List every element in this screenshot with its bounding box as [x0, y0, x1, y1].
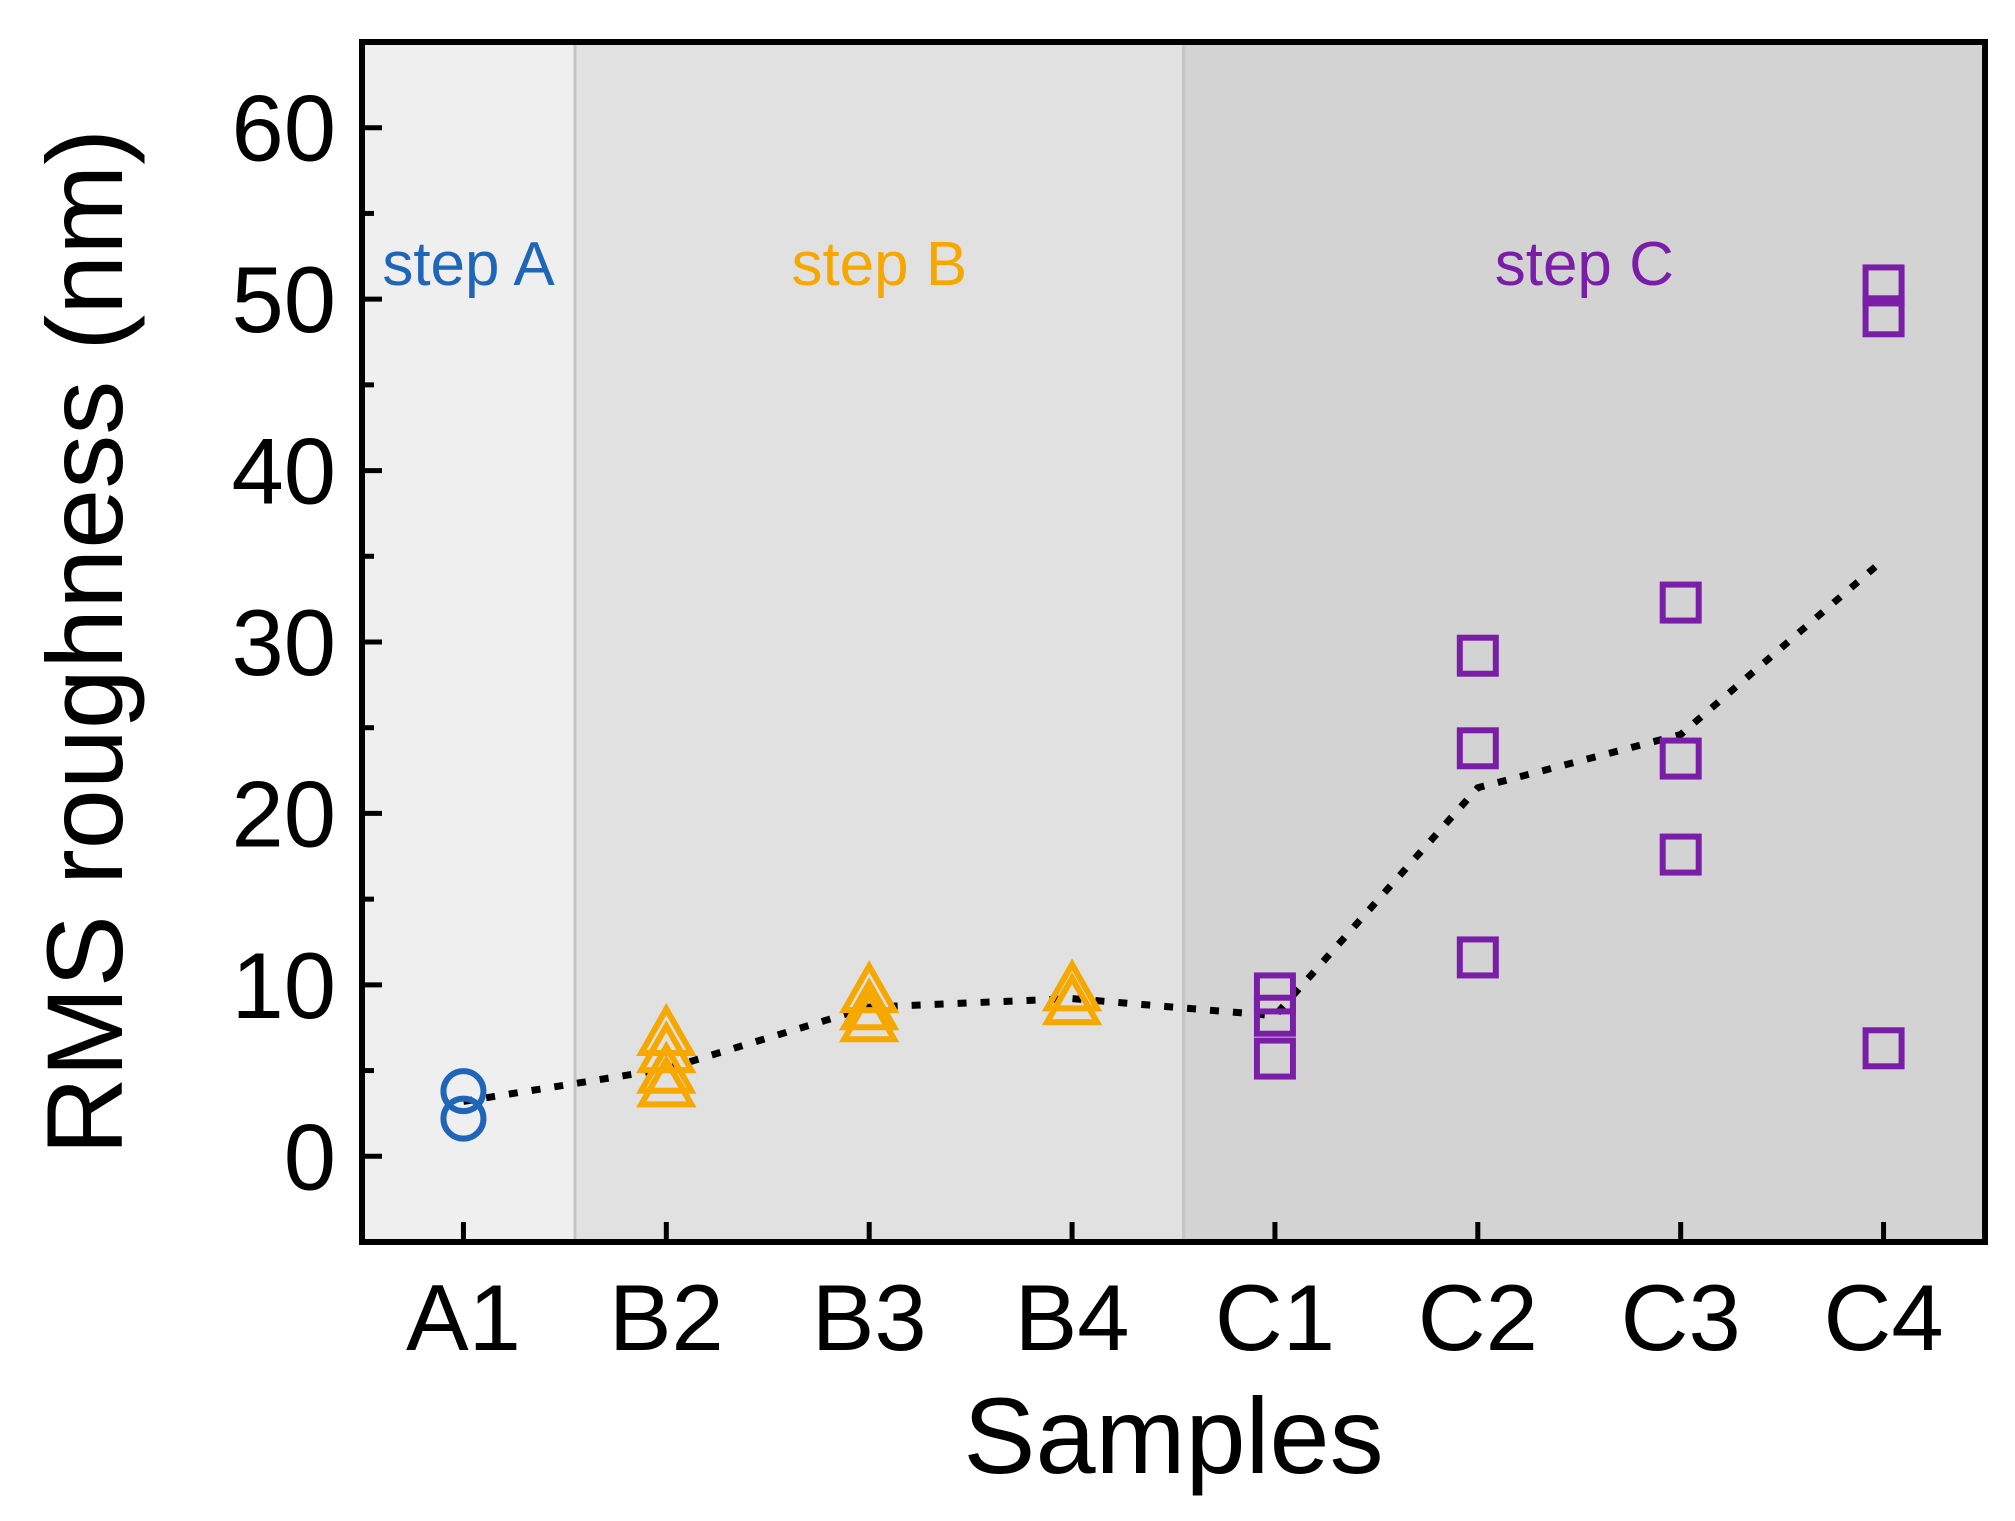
x-tick-label: C1 — [1215, 1265, 1335, 1370]
y-tick-label: 20 — [231, 761, 336, 866]
data-point-triangle — [839, 989, 900, 1043]
data-point-triangle — [636, 1020, 697, 1074]
data-point-triangle — [839, 977, 900, 1031]
data-point-square — [1253, 972, 1296, 1015]
region-bg — [1183, 42, 1985, 1242]
data-point-square — [1862, 295, 1905, 338]
x-tick-label: B3 — [812, 1265, 927, 1370]
data-point-triangle — [839, 960, 900, 1014]
data-point-square — [1253, 1037, 1296, 1080]
data-points — [440, 264, 1905, 1142]
x-tick-label: A1 — [406, 1265, 521, 1370]
x-tick-label: C3 — [1621, 1265, 1741, 1370]
y-tick-label: 60 — [231, 76, 336, 181]
data-point-circle — [440, 1068, 487, 1115]
data-point-square — [1253, 994, 1296, 1037]
region-bg — [362, 42, 576, 1242]
data-point-triangle — [636, 1054, 697, 1108]
data-point-square — [1456, 936, 1499, 979]
data-point-triangle — [636, 1040, 697, 1094]
y-tick-label: 30 — [231, 590, 336, 695]
region-labels: step A step B step C — [382, 230, 1674, 299]
x-axis-title: Samples — [963, 1375, 1383, 1496]
x-tick-label: B4 — [1015, 1265, 1130, 1370]
y-tick-label: 40 — [231, 419, 336, 524]
region-label: step A — [382, 230, 555, 299]
y-axis-title: RMS roughness (nm) — [24, 129, 145, 1155]
y-tick-label: 50 — [231, 247, 336, 352]
x-tick-label: B2 — [609, 1265, 724, 1370]
data-point-square — [1456, 727, 1499, 770]
x-tick-label: C4 — [1823, 1265, 1943, 1370]
y-tick-label: 10 — [231, 933, 336, 1038]
data-point-triangle — [636, 1002, 697, 1057]
y-tick-label: 0 — [284, 1104, 336, 1209]
region-backgrounds — [362, 42, 1985, 1242]
data-point-square — [1456, 634, 1499, 677]
x-tick-label: C2 — [1418, 1265, 1538, 1370]
data-point-triangle — [1041, 972, 1103, 1026]
data-point-square — [1862, 1027, 1905, 1070]
data-point-square — [1659, 833, 1702, 876]
y-axis: 0 10 20 30 40 50 60 — [231, 39, 382, 1245]
region-label: step C — [1495, 230, 1674, 299]
data-point-square — [1659, 737, 1702, 780]
data-point-triangle — [1041, 958, 1103, 1012]
data-point-square — [1862, 264, 1905, 307]
x-axis: A1 B2 B3 B4 C1 C2 C3 C4 — [406, 1222, 1944, 1370]
data-point-circle — [440, 1095, 487, 1142]
region-label: step B — [791, 230, 967, 299]
data-point-square — [1659, 581, 1702, 624]
